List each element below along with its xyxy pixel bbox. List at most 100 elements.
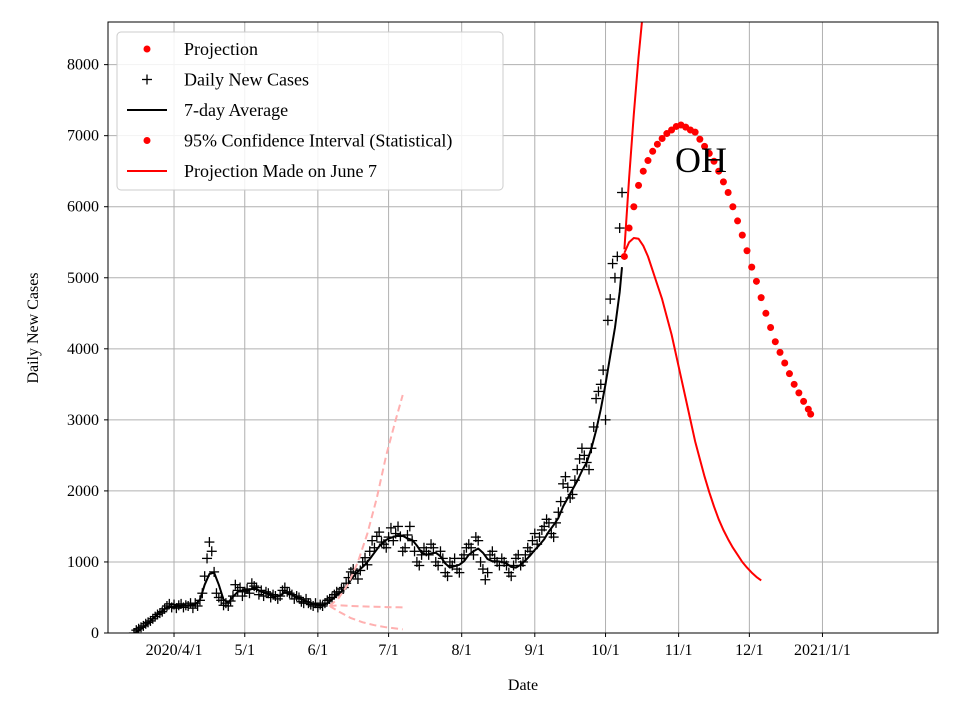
projection-point [748, 263, 756, 271]
case-point [607, 258, 618, 269]
x-tick-label: 7/1 [378, 642, 398, 659]
projection-point [620, 252, 628, 260]
series-7-day-average [133, 267, 623, 633]
projection-point [795, 389, 803, 397]
y-tick-label: 5000 [67, 270, 99, 287]
case-point [506, 571, 517, 582]
case-point [371, 531, 382, 542]
case-point [161, 601, 172, 612]
case-point [279, 582, 290, 593]
series-projection-made-on-june-7-upper- [328, 394, 404, 607]
projection-point [701, 142, 709, 150]
case-point [409, 546, 420, 557]
y-tick-label: 0 [91, 625, 99, 642]
case-point [579, 450, 590, 461]
y-tick-label: 4000 [67, 341, 99, 358]
y-tick-label: 8000 [67, 57, 99, 74]
case-point [211, 588, 222, 599]
case-point [475, 556, 486, 567]
case-point [593, 386, 604, 397]
legend-label: 95% Confidence Interval (Statistical) [184, 131, 452, 152]
projection-point [715, 167, 723, 175]
case-point [454, 567, 465, 578]
series-confidence-interval-upper-bound [623, 22, 643, 250]
case-point [609, 272, 620, 283]
y-tick-label: 6000 [67, 199, 99, 216]
x-axis-label: Date [508, 677, 538, 694]
case-point [414, 560, 425, 571]
case-point [602, 315, 613, 326]
projection-point [785, 370, 793, 378]
legend: Projection Daily New Cases 7-day Average 95… [116, 31, 504, 191]
case-point [348, 564, 359, 575]
case-point [178, 602, 189, 613]
case-point [374, 527, 385, 538]
x-tick-label: 5/1 [235, 642, 255, 659]
x-tick-label: 9/1 [525, 642, 545, 659]
case-point [617, 187, 628, 198]
projection-point [710, 157, 718, 165]
x-tick-label: 2020/4/1 [146, 642, 203, 659]
projection-point [767, 324, 775, 331]
projection-point [800, 397, 808, 405]
case-point [206, 546, 217, 557]
case-point [480, 574, 491, 585]
case-point [576, 443, 587, 454]
case-point [548, 532, 559, 543]
projection-point [719, 178, 727, 186]
series-95-confidence-interval-statistical- [623, 237, 762, 582]
case-point [534, 532, 545, 543]
case-point [572, 464, 583, 475]
case-point [404, 521, 415, 532]
case-point [600, 414, 611, 425]
case-point [560, 471, 571, 482]
projection-point [729, 203, 737, 211]
legend-dot-icon [143, 45, 151, 53]
projection-point [635, 181, 643, 189]
y-axis-label: Daily New Cases [25, 272, 42, 383]
case-point [385, 522, 396, 533]
y-tick-label: 1000 [67, 554, 99, 571]
series-projection [620, 121, 815, 418]
case-point [218, 600, 229, 611]
projection-point [724, 189, 732, 197]
projection-point [649, 147, 657, 155]
case-point [428, 542, 439, 553]
x-tick-label: 6/1 [308, 642, 328, 659]
legend-item: Projection [143, 39, 258, 59]
case-point [591, 393, 602, 404]
projection-point [696, 135, 704, 143]
case-point [381, 542, 392, 553]
projection-point [630, 203, 638, 211]
projection-point [653, 140, 661, 148]
case-point [466, 542, 477, 553]
series-line [329, 605, 403, 631]
legend-label: Projection Made on June 7 [184, 161, 377, 181]
legend-box [116, 31, 504, 191]
case-point [433, 560, 444, 571]
series-line [623, 22, 643, 250]
projection-point [738, 231, 746, 239]
series-line [133, 267, 623, 633]
projection-point [781, 359, 789, 367]
projection-point [807, 410, 815, 418]
projection-point [790, 380, 798, 388]
series-projection-made-on-june-7-middle- [329, 604, 403, 609]
case-point [202, 553, 213, 564]
x-tick-label: 2021/1/1 [794, 642, 851, 659]
legend-item: 7-day Average [127, 100, 288, 120]
series-projection-made-on-june-7-lower- [329, 605, 403, 631]
y-tick-label: 7000 [67, 128, 99, 145]
x-tick-label: 8/1 [451, 642, 471, 659]
projection-point [762, 309, 770, 317]
y-tick-label: 2000 [67, 483, 99, 500]
x-tick-label: 11/1 [665, 642, 693, 659]
case-point [562, 482, 573, 493]
plot-series [128, 22, 815, 633]
case-point [352, 574, 363, 585]
projection-point [743, 247, 751, 255]
case-point [595, 379, 606, 390]
case-point [473, 535, 484, 546]
case-point [400, 542, 411, 553]
